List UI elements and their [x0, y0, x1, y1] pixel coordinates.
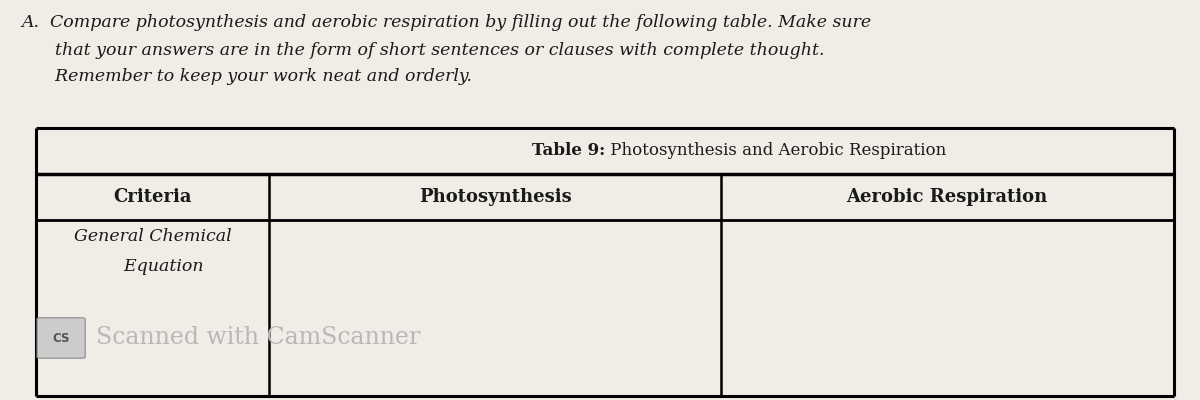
- Text: Photosynthesis and Aerobic Respiration: Photosynthesis and Aerobic Respiration: [605, 142, 946, 160]
- Text: Remember to keep your work neat and orderly.: Remember to keep your work neat and orde…: [22, 68, 472, 85]
- Text: General Chemical: General Chemical: [73, 228, 232, 245]
- Text: Table 9:: Table 9:: [532, 142, 605, 160]
- Text: Criteria: Criteria: [113, 188, 192, 206]
- Text: A.  Compare photosynthesis and aerobic respiration by filling out the following : A. Compare photosynthesis and aerobic re…: [22, 14, 871, 31]
- Text: Scanned with CamScanner: Scanned with CamScanner: [96, 326, 420, 350]
- Text: Photosynthesis: Photosynthesis: [419, 188, 571, 206]
- Text: Aerobic Respiration: Aerobic Respiration: [846, 188, 1048, 206]
- Text: that your answers are in the form of short sentences or clauses with complete th: that your answers are in the form of sho…: [22, 42, 824, 59]
- Text: Equation: Equation: [102, 258, 204, 275]
- Text: CS: CS: [53, 332, 70, 344]
- FancyBboxPatch shape: [37, 318, 85, 358]
